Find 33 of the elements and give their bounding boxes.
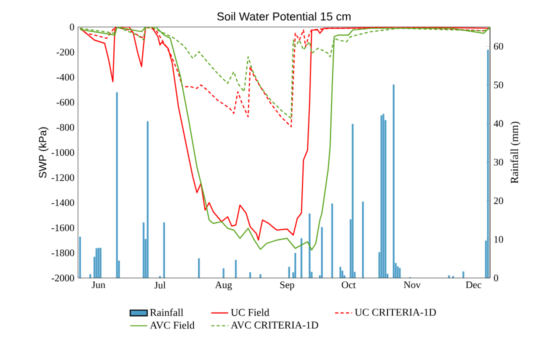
y-tick-label: -1600 xyxy=(52,224,74,232)
y-axis-title: SWP (kPa) xyxy=(38,127,48,178)
legend-label: UC CRITERIA-1D xyxy=(354,308,436,316)
legend-label: AVC Field xyxy=(150,321,194,329)
y2-tick-label: 50 xyxy=(494,82,504,88)
x-tick-label: Sep xyxy=(280,282,294,290)
y2-tick-label: 40 xyxy=(494,120,504,127)
y2-tick-label: 30 xyxy=(494,158,504,166)
x-tick-label: Nov xyxy=(404,282,421,288)
x-tick-label: Dec xyxy=(466,282,482,288)
y-tick-label: -2000 xyxy=(52,274,74,282)
y2-tick-label: 10 xyxy=(494,236,504,243)
y-tick-label: -200 xyxy=(56,48,74,56)
x-tick-label: Jul xyxy=(154,282,166,289)
y-tick-label: -1000 xyxy=(52,149,74,156)
x-tick-label: Jun xyxy=(92,282,106,288)
chart-title: Soil Water Potential 15 cm xyxy=(217,12,351,20)
legend-label: UC Field xyxy=(230,308,270,316)
y-tick-label: -1200 xyxy=(52,174,74,181)
y-tick-label: 0 xyxy=(70,24,74,30)
y-tick-label: -600 xyxy=(56,98,74,106)
x-tick-label: Aug xyxy=(215,282,232,290)
y2-tick-label: 0 xyxy=(494,274,498,282)
y-tick-label: -1400 xyxy=(52,199,74,206)
legend-label: Rainfall xyxy=(150,308,184,316)
legend-label: AVC CRITERIA-1D xyxy=(230,322,318,329)
y-tick-label: -1800 xyxy=(52,250,74,256)
y-tick-label: -800 xyxy=(56,124,74,131)
y2-tick-label: 60 xyxy=(494,42,504,50)
y2-axis-title: Rainfall (mm) xyxy=(510,122,520,184)
y2-tick-label: 20 xyxy=(494,197,504,204)
y-tick-label: -400 xyxy=(56,74,74,81)
x-tick-label: Oct xyxy=(342,282,356,288)
